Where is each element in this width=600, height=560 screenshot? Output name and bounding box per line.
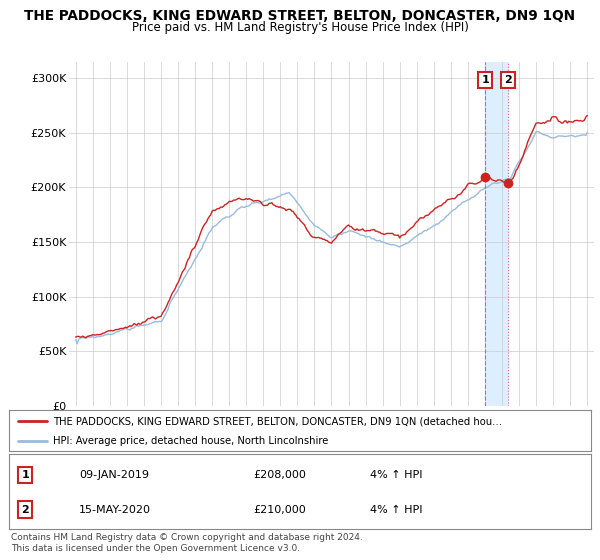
Text: 4% ↑ HPI: 4% ↑ HPI [370, 470, 422, 480]
Text: 1: 1 [22, 470, 29, 480]
Text: 15-MAY-2020: 15-MAY-2020 [79, 505, 151, 515]
Text: THE PADDOCKS, KING EDWARD STREET, BELTON, DONCASTER, DN9 1QN: THE PADDOCKS, KING EDWARD STREET, BELTON… [25, 9, 575, 23]
Text: £208,000: £208,000 [253, 470, 307, 480]
Text: 2: 2 [22, 505, 29, 515]
Text: 2: 2 [505, 75, 512, 85]
Text: 1: 1 [482, 75, 489, 85]
Text: HPI: Average price, detached house, North Lincolnshire: HPI: Average price, detached house, Nort… [53, 436, 328, 446]
Text: Price paid vs. HM Land Registry's House Price Index (HPI): Price paid vs. HM Land Registry's House … [131, 21, 469, 34]
Text: 4% ↑ HPI: 4% ↑ HPI [370, 505, 422, 515]
Bar [485, 62, 508, 406]
Text: THE PADDOCKS, KING EDWARD STREET, BELTON, DONCASTER, DN9 1QN (detached hou…: THE PADDOCKS, KING EDWARD STREET, BELTON… [53, 417, 502, 426]
Text: £210,000: £210,000 [253, 505, 306, 515]
Text: Contains HM Land Registry data © Crown copyright and database right 2024.
This d: Contains HM Land Registry data © Crown c… [11, 533, 362, 553]
Text: 09-JAN-2019: 09-JAN-2019 [79, 470, 149, 480]
